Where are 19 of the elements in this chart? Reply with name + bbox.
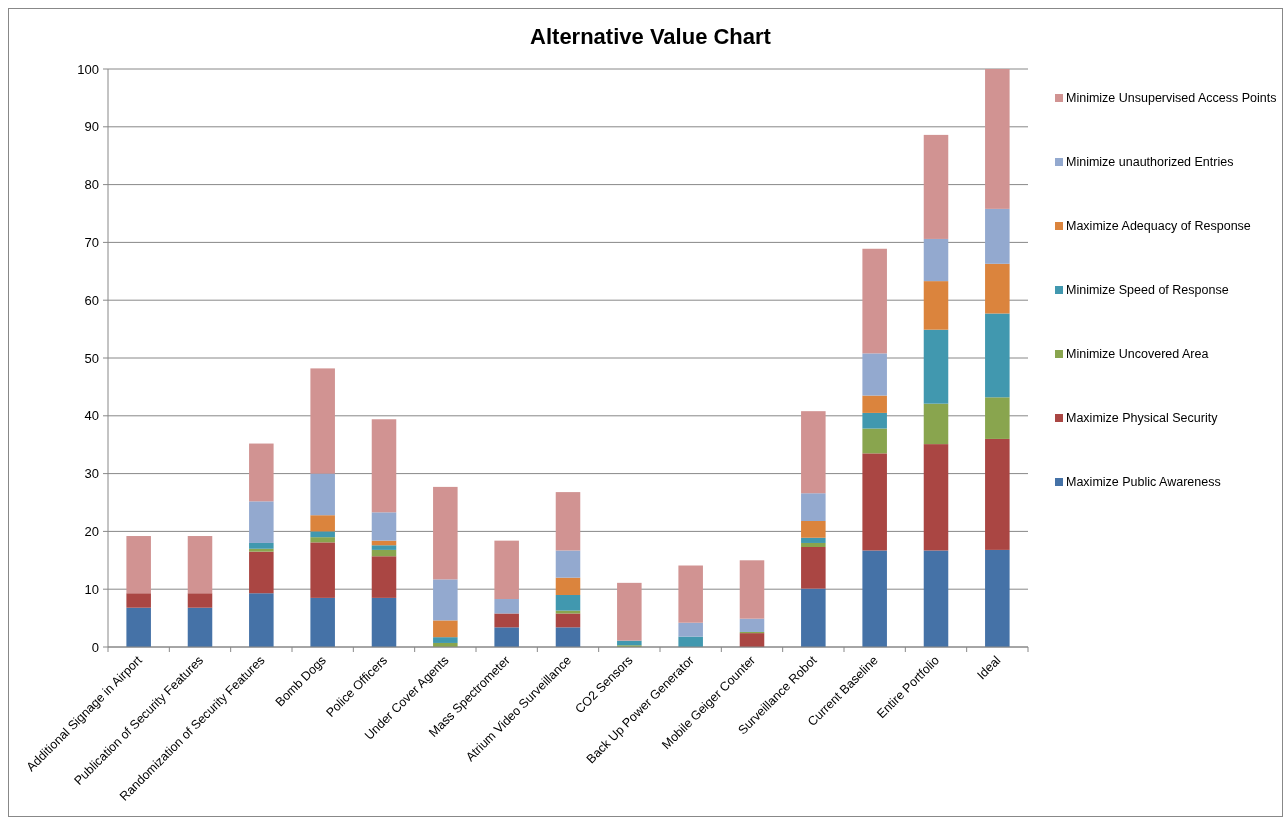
y-tick-label: 100 bbox=[77, 61, 99, 77]
y-tick-label: 70 bbox=[84, 234, 99, 250]
y-tick-label: 20 bbox=[84, 523, 99, 539]
y-tick-label: 40 bbox=[84, 408, 99, 424]
legend-label: Minimize Uncovered Area bbox=[1066, 347, 1209, 362]
y-tick-label: 60 bbox=[84, 292, 99, 308]
legend-label: Minimize Unsupervised Access Points bbox=[1066, 91, 1277, 106]
y-tick-label: 30 bbox=[84, 466, 99, 482]
legend-label: Maximize Adequacy of Response bbox=[1066, 219, 1251, 234]
legend-label: Maximize Public Awareness bbox=[1066, 475, 1221, 490]
y-tick-label: 50 bbox=[84, 350, 99, 366]
y-tick-label: 80 bbox=[84, 177, 99, 193]
legend-label: Maximize Physical Security bbox=[1066, 411, 1219, 426]
y-tick-label: 0 bbox=[91, 639, 99, 655]
legend-label: Minimize unauthorized Entries bbox=[1066, 155, 1234, 170]
y-tick-label: 90 bbox=[84, 119, 99, 135]
legend-label: Minimize Speed of Response bbox=[1066, 283, 1229, 298]
y-tick-label: 10 bbox=[84, 581, 99, 597]
chart-title: Alternative Value Chart bbox=[530, 24, 772, 49]
